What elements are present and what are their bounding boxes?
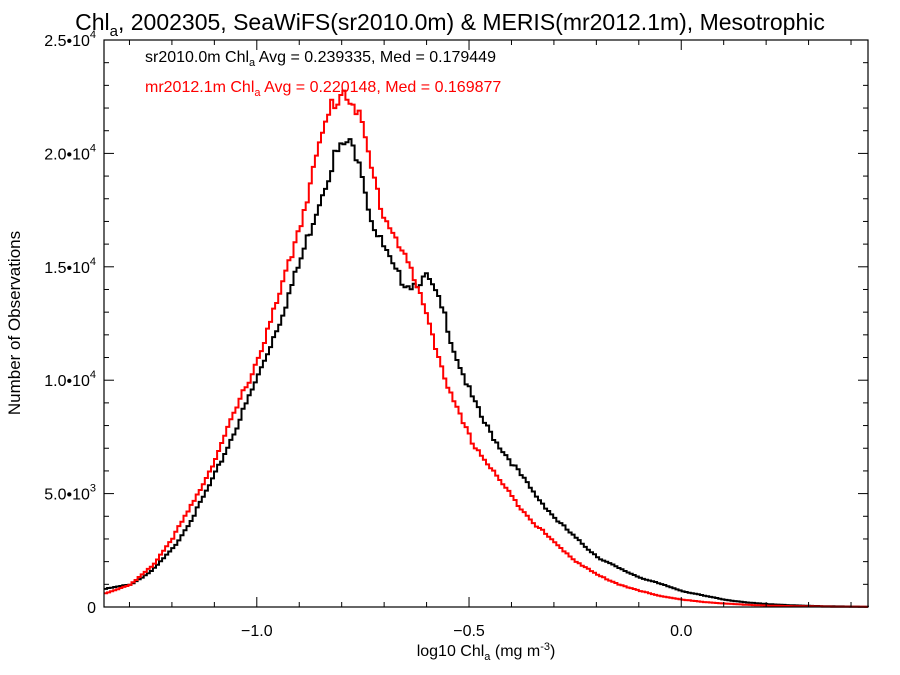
y-tick-label: 0 <box>87 600 96 617</box>
chart-title-prefix: Chl <box>75 9 110 35</box>
legend-entry-sr2010-stats: Avg = 0.239335, Med = 0.179449 <box>255 49 496 66</box>
x-tick-label: 0.0 <box>670 623 692 640</box>
histogram-series-mr2012 <box>104 89 868 608</box>
x-axis: −1.0 −0.5 0.0 <box>128 40 852 640</box>
x-tick-label: −0.5 <box>453 623 485 640</box>
legend-entry-sr2010-subscript: a <box>249 57 256 69</box>
chart-title: Chla, 2002305, SeaWiFS(sr2010.0m) & MERI… <box>75 9 825 40</box>
legend-entry-mr2012-prefix: mr2012.1m Chl <box>145 79 254 96</box>
chart-title-subscript: a <box>110 23 119 40</box>
y-tick-label: 2.0•104 <box>44 142 96 163</box>
legend-entry-mr2012: mr2012.1m Chla Avg = 0.220148, Med = 0.1… <box>145 79 501 99</box>
x-tick-label: −1.0 <box>241 623 273 640</box>
y-tick-label: 5.0•103 <box>44 483 96 504</box>
legend-entry-mr2012-subscript: a <box>254 87 261 99</box>
x-axis-label-prefix: log10 Chl <box>417 643 485 660</box>
y-tick-label: 1.5•104 <box>44 256 96 277</box>
y-axis: 0 5.0•103 1.0•104 1.5•104 2.0•104 2.5•104 <box>44 29 868 617</box>
legend-entry-sr2010-prefix: sr2010.0m Chl <box>145 49 249 66</box>
chart-title-suffix: , 2002305, SeaWiFS(sr2010.0m) & MERIS(mr… <box>118 9 825 35</box>
series-layer <box>104 89 869 608</box>
x-axis-label-superscript: -3 <box>540 641 550 653</box>
y-tick-label: 2.5•104 <box>44 29 96 50</box>
x-axis-label-middle: (mg m <box>490 643 540 660</box>
y-tick-label: 1.0•104 <box>44 369 96 390</box>
plot-frame <box>103 39 869 608</box>
y-axis-label: Number of Observations <box>5 231 24 415</box>
x-axis-label-end: ) <box>550 643 555 660</box>
x-axis-label-subscript: a <box>484 651 491 663</box>
legend-entry-sr2010: sr2010.0m Chla Avg = 0.239335, Med = 0.1… <box>145 49 496 69</box>
legend-entry-mr2012-stats: Avg = 0.220148, Med = 0.169877 <box>261 79 502 96</box>
histogram-series-sr2010 <box>104 138 869 608</box>
x-axis-label: log10 Chla (mg m-3) <box>417 641 556 663</box>
